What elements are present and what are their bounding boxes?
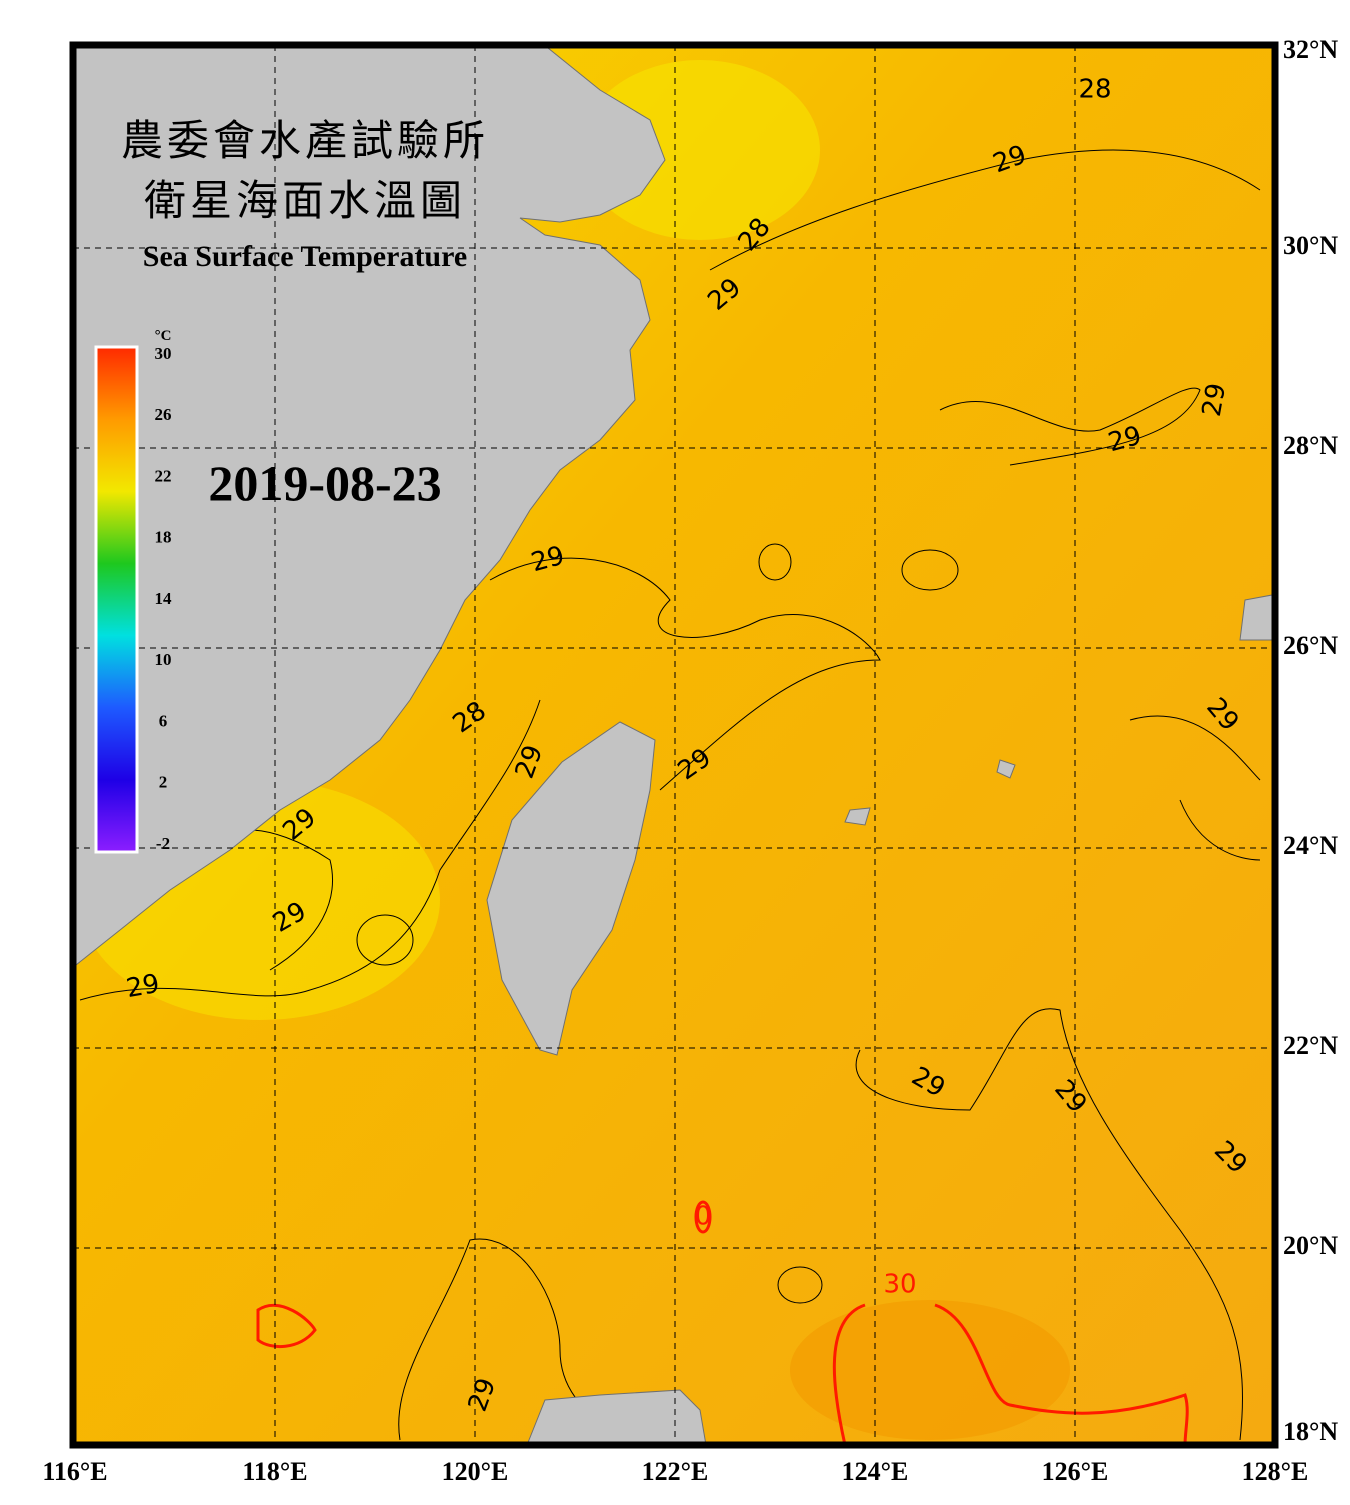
contour-line	[758, 543, 792, 581]
lat-label: 24°N	[1283, 831, 1338, 860]
title-en: Sea Surface Temperature	[143, 240, 467, 273]
island	[1239, 594, 1273, 641]
colorbar-tick-label: 14	[155, 589, 173, 608]
contour-line	[256, 1303, 317, 1349]
lon-label: 122°E	[642, 1457, 709, 1486]
colorbar-tick-label: 22	[155, 466, 172, 485]
contour-line	[777, 1266, 823, 1304]
lon-label: 128°E	[1242, 1457, 1309, 1486]
lon-label: 116°E	[42, 1457, 107, 1486]
date: 2019-08-23	[208, 455, 441, 511]
lat-label: 28°N	[1283, 431, 1338, 460]
contour-line	[249, 829, 333, 971]
contour-line	[855, 1008, 1243, 1441]
colorbar-tick-label: 26	[155, 405, 172, 424]
mainland	[75, 47, 666, 967]
frame	[69, 41, 1279, 1449]
island	[844, 807, 871, 826]
contour-label: 30	[883, 1270, 916, 1300]
contour-line	[694, 1200, 712, 1234]
contours	[79, 149, 1261, 1441]
colorbar-tick-label: 6	[159, 711, 168, 730]
island	[996, 759, 1016, 779]
axis-labels: 116°E 118°E 120°E 122°E 124°E 126°E 128°E 32°N 3…	[42, 35, 1338, 1486]
title-zh: 衛星海面水溫圖	[144, 179, 466, 225]
contour-line	[79, 699, 541, 1001]
lon-label: 118°E	[242, 1457, 307, 1486]
lat-label: 18°N	[1283, 1417, 1338, 1446]
warm-patch	[790, 1300, 1070, 1440]
contour-line	[901, 549, 959, 591]
contours-30	[256, 1200, 1189, 1446]
contour-line	[356, 914, 414, 966]
lon-label: 126°E	[1042, 1457, 1109, 1486]
colorbar-tick-label: 30	[155, 344, 172, 363]
lat-label: 20°N	[1283, 1231, 1338, 1260]
land	[75, 47, 1273, 1446]
colorbar-tick-label: 18	[155, 528, 172, 547]
title-zh: 農委會水產試驗所	[121, 118, 489, 165]
contour-line	[1129, 715, 1261, 861]
contour-label: 28	[1078, 75, 1111, 105]
lat-label: 26°N	[1283, 631, 1338, 660]
colorbar-ticks: 30 26 22 18 14 10 6 2 -2	[155, 344, 173, 853]
taiwan	[486, 721, 656, 1056]
colorbar-unit: °C	[155, 328, 172, 344]
lon-label: 124°E	[842, 1457, 909, 1486]
lat-label: 22°N	[1283, 1031, 1338, 1060]
lat-label: 30°N	[1283, 231, 1338, 260]
contour-line	[489, 557, 881, 791]
colorbar	[94, 345, 139, 854]
lat-label: 32°N	[1283, 35, 1338, 64]
contour-label: 0	[695, 1202, 712, 1232]
contour-label: 29	[1197, 381, 1232, 419]
colorbar-tick-label: -2	[156, 834, 170, 853]
colorbar-tick-label: 2	[159, 773, 168, 792]
graticule	[73, 45, 1275, 1445]
contour-line	[939, 387, 1201, 466]
contour-label: 29	[124, 969, 162, 1004]
colorbar-tick-label: 10	[155, 650, 172, 669]
lon-label: 120°E	[442, 1457, 509, 1486]
contour-line	[832, 1303, 1189, 1446]
contour-line	[709, 149, 1261, 271]
